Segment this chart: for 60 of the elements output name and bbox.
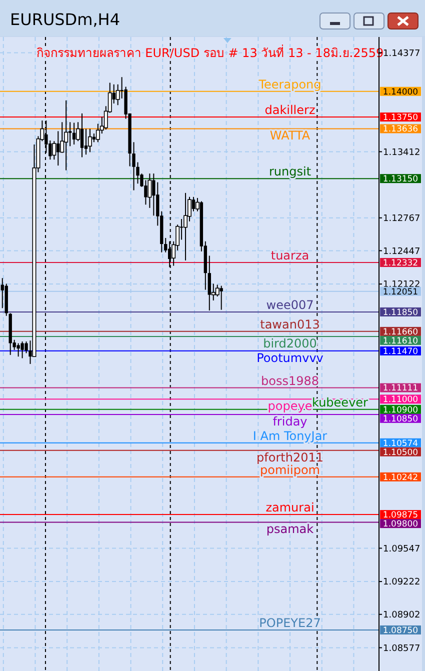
y2-tick-label: 1.08750: [382, 626, 418, 636]
y2-tick-label: 1.09875: [382, 510, 418, 521]
y2-tick-label: 1.09800: [382, 520, 418, 530]
y2-tick-label: 1.10574: [382, 438, 418, 449]
candlestick: [132, 142, 136, 191]
ref-line-label: psamak: [266, 522, 314, 536]
y2-tick-label: 1.13636: [382, 124, 418, 135]
ref-line-label: tawan013: [260, 317, 320, 332]
ref-line-label: rungsit: [268, 164, 312, 179]
ref-line-label: zamurai: [266, 500, 314, 515]
candlestick: [64, 100, 68, 171]
y2-tick-label: 1.13150: [382, 174, 418, 185]
ref-line-label: kubeever: [312, 395, 368, 410]
ref-line-label: WATTA: [270, 128, 311, 143]
candlestick: [88, 128, 92, 153]
y2-tick-label: 1.10850: [382, 414, 418, 424]
y-tick-label: 1.12447: [383, 246, 420, 257]
candlestick: [220, 285, 223, 310]
y2-tick-label: 1.10900: [382, 405, 418, 416]
ref-line-label: I Am TonyJar: [252, 428, 328, 443]
y2-tick-label: 1.11470: [382, 346, 418, 357]
candlestick: [0, 278, 4, 309]
chart-subtitle: EURUSDm,H4: [10, 10, 120, 29]
ref-line-label: wee007: [266, 298, 314, 312]
y2-tick-label: 1.14000: [382, 87, 418, 98]
candlestick: [68, 122, 72, 147]
y-tick-label: 1.08577: [383, 644, 420, 654]
ref-line-label: POPEYE27: [259, 616, 321, 630]
candlestick: [16, 342, 20, 358]
y-tick-label: 1.09547: [383, 544, 420, 554]
candlestick: [24, 340, 28, 354]
candlestick: [20, 340, 24, 359]
y-tick-label: 1.08902: [383, 610, 420, 621]
y2-tick-label: 1.11610: [382, 336, 418, 346]
y2-tick-label: 1.10242: [382, 472, 418, 483]
y2-tick-label: 1.11660: [382, 327, 418, 338]
ref-line-label: pforth2011: [256, 450, 324, 464]
y2-tick-label: 1.12051: [382, 287, 418, 298]
y2-tick-label: 1.13750: [382, 112, 418, 123]
y-tick-label: 1.13412: [383, 148, 420, 158]
y2-tick-label: 1.10500: [382, 448, 418, 458]
ref-line-label: tuarza: [270, 248, 310, 262]
ref-line-label: friday: [272, 414, 308, 429]
ref-line-label: boss1988: [260, 374, 320, 388]
y2-tick-label: 1.11850: [382, 308, 418, 318]
ref-line-label: Pootumvvv: [256, 350, 324, 365]
ref-line-label: dakillerz: [264, 103, 316, 118]
ref-line-label: Teerapong: [258, 77, 322, 92]
y-tick-label: 1.09222: [383, 578, 420, 588]
y2-tick-label: 1.11000: [382, 395, 418, 406]
y-tick-label: 1.14377: [383, 48, 420, 59]
candlestick: [80, 112, 84, 158]
candlestick: [84, 128, 88, 156]
candlestick: [184, 192, 188, 261]
candlestick: [72, 122, 76, 146]
ref-line-label: bird2000: [263, 336, 317, 351]
y2-tick-label: 1.11111: [382, 384, 418, 394]
y2-tick-label: 1.12332: [382, 258, 418, 268]
ref-line-label: pomiipom: [260, 462, 320, 477]
y-tick-label: 1.12767: [383, 214, 420, 224]
